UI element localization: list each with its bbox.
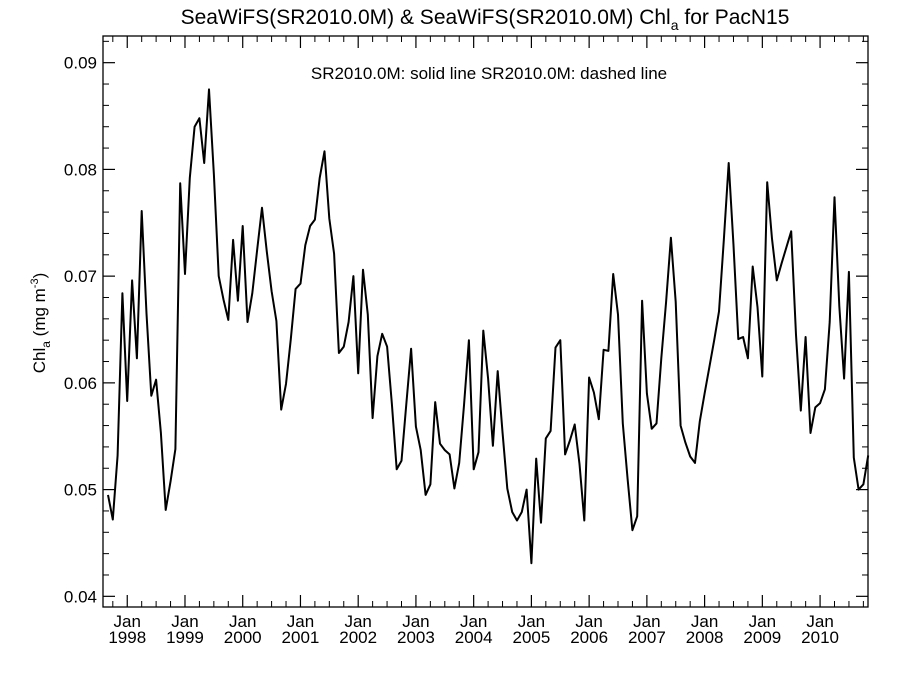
x-tick-year-label: 2000 (224, 628, 262, 647)
x-tick-month-label: Jan (402, 612, 429, 631)
x-tick-year-label: 2001 (282, 628, 320, 647)
x-tick-year-label: 2002 (339, 628, 377, 647)
x-tick-year-label: 2003 (397, 628, 435, 647)
x-tick-month-label: Jan (633, 612, 660, 631)
x-tick-year-label: 2006 (570, 628, 608, 647)
x-tick-month-label: Jan (460, 612, 487, 631)
series-line (107, 88, 870, 565)
x-tick-year-label: 2008 (686, 628, 724, 647)
x-tick-month-label: Jan (575, 612, 602, 631)
x-tick-year-label: 1998 (108, 628, 146, 647)
y-tick-label: 0.09 (64, 54, 97, 73)
x-tick-year-label: 2007 (628, 628, 666, 647)
y-tick-label: 0.08 (64, 160, 97, 179)
x-tick-month-label: Jan (749, 612, 776, 631)
x-tick-month-label: Jan (171, 612, 198, 631)
x-tick-month-label: Jan (229, 612, 256, 631)
x-tick-year-label: 1999 (166, 628, 204, 647)
plot-area: 0.040.050.060.070.080.09Jan1998Jan1999Ja… (64, 35, 870, 647)
x-tick-year-label: 2010 (801, 628, 839, 647)
x-tick-month-label: Jan (287, 612, 314, 631)
x-tick-month-label: Jan (114, 612, 141, 631)
plot-frame (102, 35, 869, 608)
y-tick-label: 0.05 (64, 481, 97, 500)
x-tick-year-label: 2005 (512, 628, 550, 647)
legend-text: SR2010.0M: solid line SR2010.0M: dashed … (311, 64, 667, 83)
y-axis-label: Chla (mg m-3) (29, 273, 53, 374)
x-tick-month-label: Jan (806, 612, 833, 631)
y-tick-label: 0.07 (64, 267, 97, 286)
x-tick-year-label: 2009 (743, 628, 781, 647)
y-tick-label: 0.04 (64, 587, 97, 606)
y-tick-label: 0.06 (64, 374, 97, 393)
x-tick-month-label: Jan (344, 612, 371, 631)
chart-title: SeaWiFS(SR2010.0M) & SeaWiFS(SR2010.0M) … (181, 6, 790, 33)
x-tick-month-label: Jan (518, 612, 545, 631)
x-tick-month-label: Jan (691, 612, 718, 631)
x-tick-year-label: 2004 (455, 628, 493, 647)
